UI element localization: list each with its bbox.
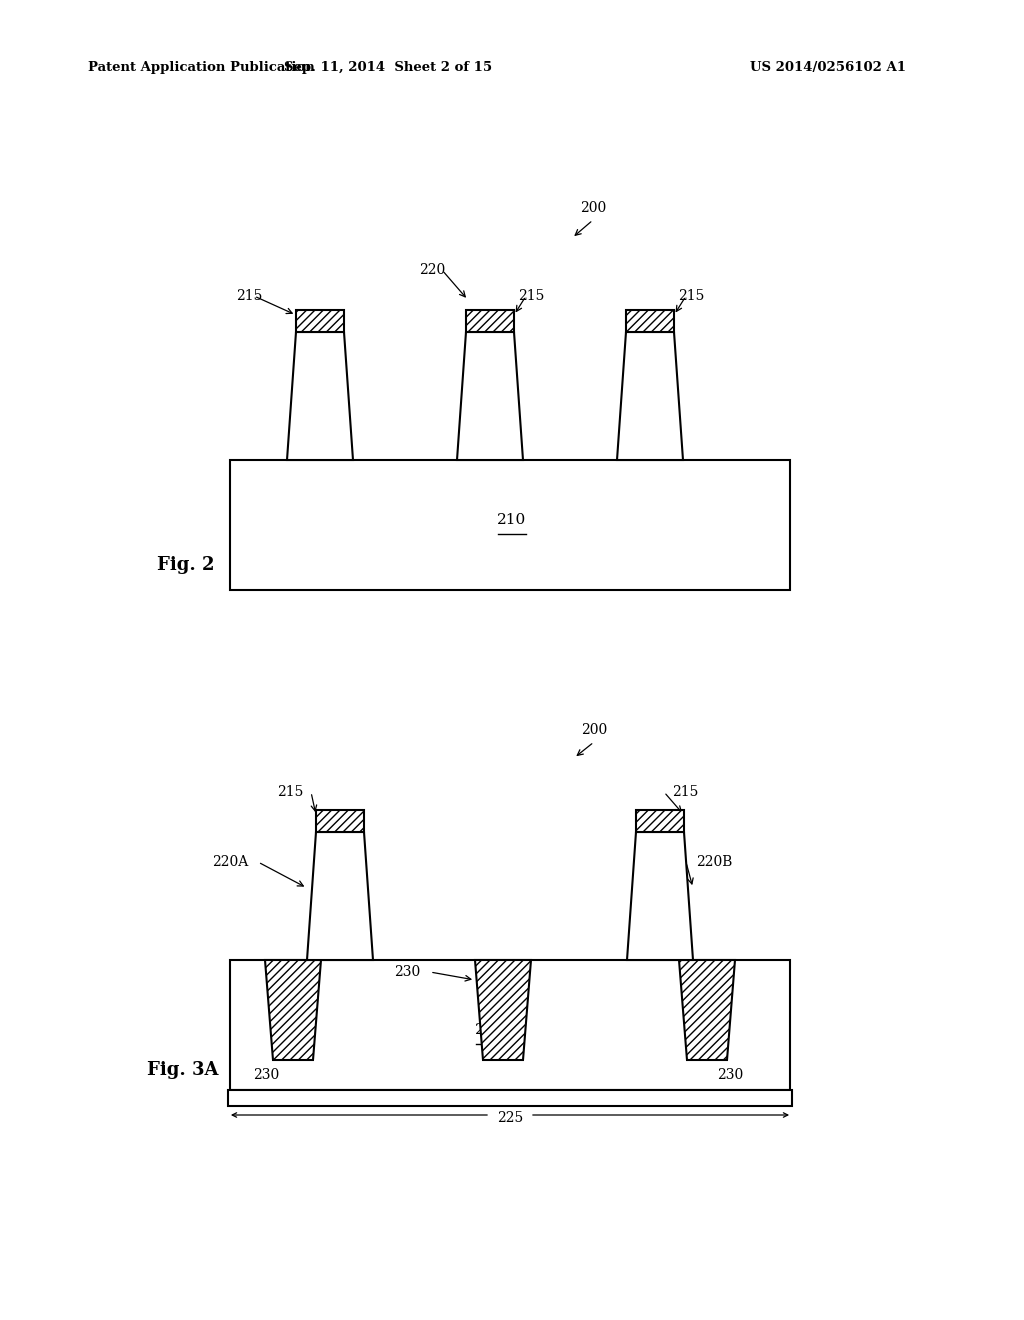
Text: 215: 215 bbox=[276, 785, 303, 799]
Polygon shape bbox=[636, 810, 684, 832]
Polygon shape bbox=[617, 333, 683, 459]
Polygon shape bbox=[316, 810, 364, 832]
Bar bbox=[230, 459, 790, 590]
Polygon shape bbox=[466, 310, 514, 333]
Text: 230: 230 bbox=[717, 1068, 743, 1082]
Text: 230: 230 bbox=[394, 965, 420, 979]
Text: 220B: 220B bbox=[696, 855, 732, 869]
Polygon shape bbox=[679, 960, 735, 1060]
Text: 220: 220 bbox=[419, 263, 445, 277]
Polygon shape bbox=[296, 310, 344, 333]
Text: 225: 225 bbox=[497, 1111, 523, 1125]
Polygon shape bbox=[307, 832, 373, 960]
Text: 210: 210 bbox=[498, 513, 526, 527]
Bar bbox=[228, 1090, 792, 1106]
Polygon shape bbox=[265, 960, 321, 1060]
Polygon shape bbox=[287, 333, 353, 459]
Text: 215: 215 bbox=[236, 289, 262, 304]
Text: 215: 215 bbox=[672, 785, 698, 799]
Text: 200: 200 bbox=[581, 723, 607, 737]
Text: Fig. 2: Fig. 2 bbox=[158, 556, 215, 574]
Bar bbox=[230, 960, 790, 1090]
Text: 215: 215 bbox=[678, 289, 705, 304]
Text: 220A: 220A bbox=[212, 855, 248, 869]
Text: 200: 200 bbox=[580, 201, 606, 215]
Text: Sep. 11, 2014  Sheet 2 of 15: Sep. 11, 2014 Sheet 2 of 15 bbox=[284, 62, 493, 74]
Polygon shape bbox=[627, 832, 693, 960]
Text: US 2014/0256102 A1: US 2014/0256102 A1 bbox=[750, 62, 906, 74]
Polygon shape bbox=[457, 333, 523, 459]
Text: 215: 215 bbox=[518, 289, 545, 304]
Polygon shape bbox=[475, 960, 531, 1060]
Text: 210: 210 bbox=[475, 1023, 505, 1038]
Text: Fig. 3A: Fig. 3A bbox=[147, 1061, 219, 1078]
Text: Patent Application Publication: Patent Application Publication bbox=[88, 62, 314, 74]
Text: 230: 230 bbox=[253, 1068, 280, 1082]
Polygon shape bbox=[626, 310, 674, 333]
